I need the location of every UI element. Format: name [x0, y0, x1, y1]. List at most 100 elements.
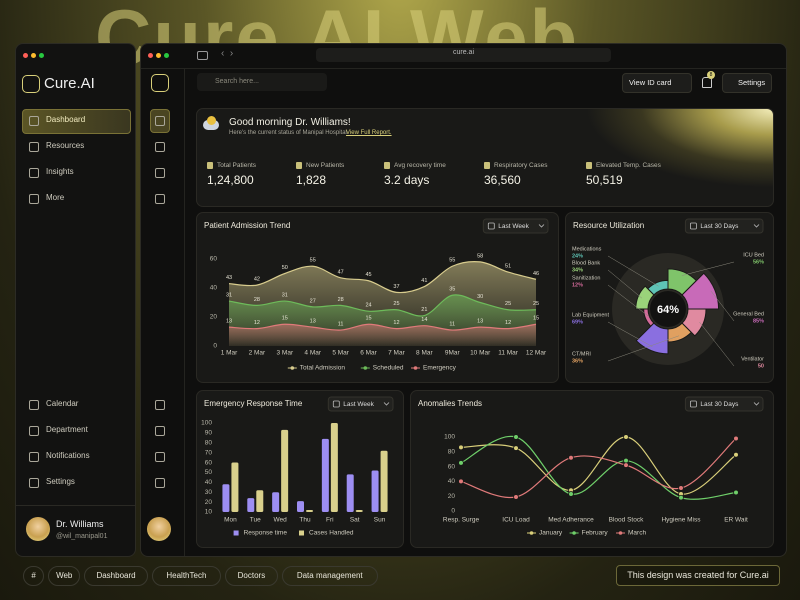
settings-label: Settings: [738, 78, 766, 87]
url: cure.ai: [452, 49, 474, 56]
point-label: 50: [282, 265, 288, 271]
tag[interactable]: Doctors: [224, 566, 278, 586]
point-label: 15: [365, 316, 371, 322]
nav-item[interactable]: More: [46, 193, 65, 202]
point-label: 55: [449, 258, 455, 264]
leader: [710, 291, 735, 322]
nav-item[interactable]: Department: [46, 425, 88, 434]
x-tick-label: 9Mar: [445, 350, 461, 357]
tag[interactable]: HealthTech: [151, 566, 221, 586]
point-label: 15: [282, 316, 288, 322]
rail-icon[interactable]: [155, 194, 165, 204]
nav-item[interactable]: Settings: [46, 477, 75, 486]
filter-chevron: [753, 402, 760, 406]
point-label: 27: [310, 298, 316, 304]
bar: [256, 490, 264, 512]
rail-icon[interactable]: [155, 168, 165, 178]
bar: [306, 510, 313, 512]
id-button[interactable]: [622, 73, 692, 93]
rail-icon[interactable]: [155, 452, 165, 462]
nav-icon[interactable]: [29, 116, 39, 126]
segment-name: Blood Bank: [572, 260, 600, 266]
nav-icon[interactable]: [29, 426, 39, 436]
report-link[interactable]: View Full Report.: [346, 130, 392, 136]
x-tick-label: 1 Mar: [221, 350, 238, 357]
point-label: 11: [338, 322, 344, 328]
filter[interactable]: [482, 218, 549, 234]
filter[interactable]: [684, 218, 764, 234]
legend-label: Total Admission: [300, 365, 346, 372]
filter[interactable]: [684, 396, 764, 412]
rail-icon[interactable]: [155, 116, 165, 126]
y-tick-label: 100: [201, 420, 212, 427]
segment-value: 24%: [572, 253, 583, 259]
nav-item[interactable]: Notifications: [46, 451, 90, 460]
nav-icon[interactable]: [29, 452, 39, 462]
credit: This design was created for Cure.ai: [616, 565, 780, 586]
filter[interactable]: [327, 396, 394, 412]
y-tick-label: 60: [210, 256, 218, 263]
nav-active: [22, 109, 131, 134]
rail-divider: [184, 69, 185, 556]
avatar[interactable]: [26, 517, 50, 541]
bar: [247, 498, 255, 512]
close-dot[interactable]: [148, 53, 153, 58]
filter-label: Last Week: [498, 223, 529, 230]
filter-chevron: [383, 402, 390, 406]
max-dot[interactable]: [164, 53, 169, 58]
chart-title: Resource Utilization: [573, 221, 644, 230]
x-tick-label: 8 Mar: [416, 350, 433, 357]
x-tick-label: 5 Mar: [332, 350, 349, 357]
tag[interactable]: #: [23, 566, 45, 586]
nav-icon[interactable]: [29, 400, 39, 410]
tag[interactable]: Data management: [282, 566, 378, 586]
nav-item[interactable]: Insights: [46, 167, 74, 176]
point-label: 12: [505, 320, 511, 326]
point: [623, 462, 629, 468]
y-tick-label: 40: [210, 285, 218, 292]
nav-icon[interactable]: [29, 478, 39, 488]
nav-item[interactable]: Calendar: [46, 399, 79, 408]
segment-value: 69%: [572, 319, 583, 325]
rail-icon[interactable]: [155, 400, 165, 410]
y-tick-label: 20: [205, 499, 213, 506]
tag[interactable]: Dashboard: [84, 566, 148, 586]
x-tick-label: ER Wait: [724, 517, 748, 524]
nav-icon[interactable]: [29, 194, 39, 204]
nav-arrows[interactable]: ‹ ›: [221, 48, 234, 59]
nav-icon[interactable]: [29, 142, 39, 152]
x-tick-label: Sat: [350, 517, 360, 524]
rail-icon[interactable]: [155, 426, 165, 436]
legend-label: February: [582, 530, 609, 537]
filter-label: Last 30 Days: [700, 401, 739, 408]
filter-icon: [332, 400, 340, 408]
min-dot[interactable]: [156, 53, 161, 58]
sidebar-toggle[interactable]: [197, 51, 208, 60]
rail-icon[interactable]: [155, 478, 165, 488]
nav-icon[interactable]: [29, 168, 39, 178]
y-tick-label: 20: [210, 314, 218, 321]
min-dot[interactable]: [31, 53, 36, 58]
y-tick-label: 80: [205, 439, 213, 446]
line: [228, 323, 537, 331]
leader: [699, 321, 735, 367]
nav-item[interactable]: Dashboard: [46, 115, 86, 124]
search-box[interactable]: [197, 73, 327, 91]
point: [513, 494, 519, 500]
x-tick-label: 2 Mar: [249, 350, 266, 357]
point-label: 45: [365, 272, 371, 278]
rail-avatar[interactable]: [147, 517, 171, 541]
stat-label: Total Patients: [217, 162, 257, 169]
max-dot[interactable]: [39, 53, 44, 58]
point-label: 15: [533, 316, 539, 322]
point-label: 43: [226, 275, 232, 281]
legend-swatch: [299, 530, 304, 536]
line: [228, 294, 537, 317]
nav-item[interactable]: Resources: [46, 141, 85, 150]
settings-button[interactable]: [722, 73, 772, 93]
point: [678, 494, 684, 501]
tag[interactable]: Web: [48, 566, 81, 586]
url-bar[interactable]: [316, 48, 611, 62]
rail-icon[interactable]: [155, 142, 165, 152]
close-dot[interactable]: [23, 53, 28, 58]
